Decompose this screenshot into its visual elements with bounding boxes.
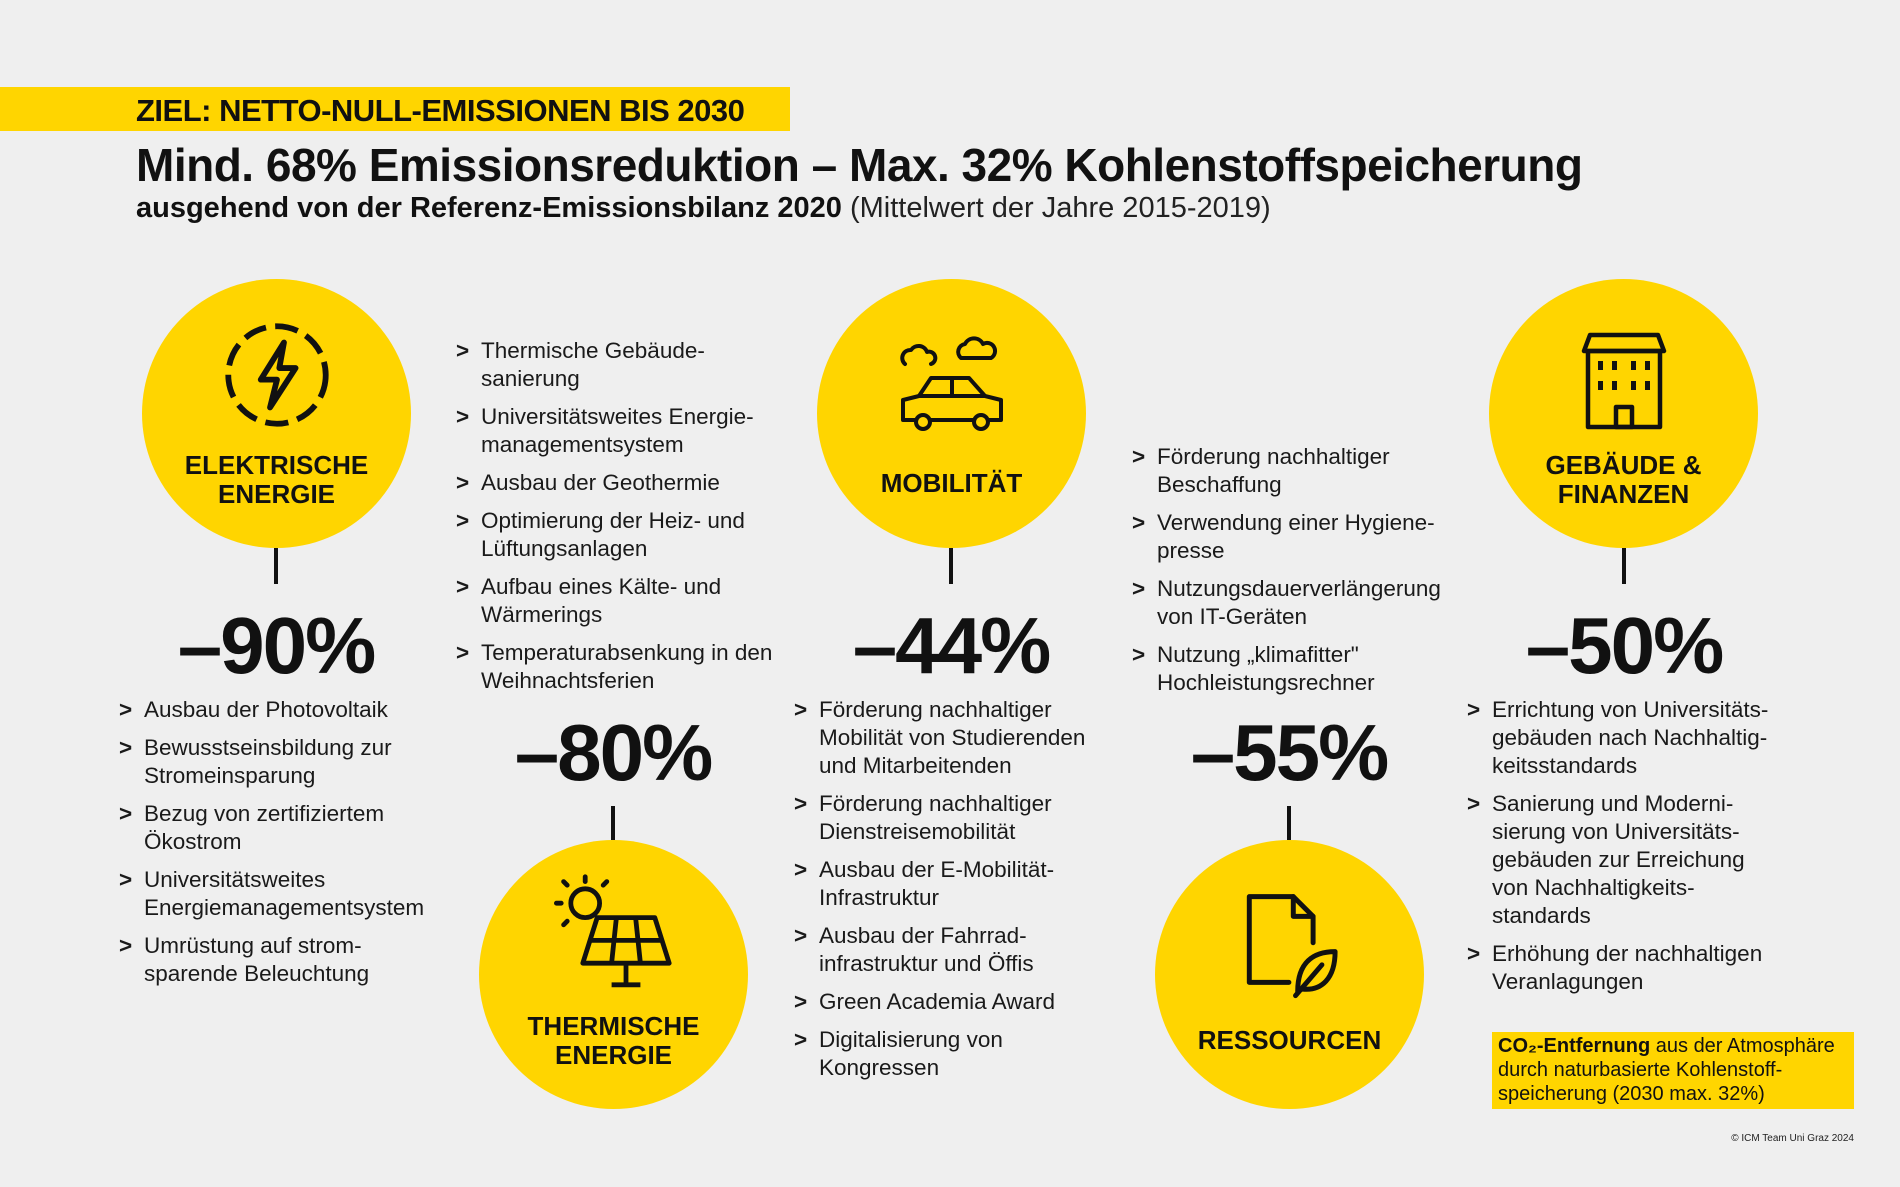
- list-item: > Ausbau der Photovoltaik: [119, 697, 388, 722]
- list-item: > Aufbau eines Kälte- und Wärmerings: [456, 574, 722, 627]
- measures-list: > Förderung nachhaltiger Beschaffung > Ver…: [1132, 443, 1462, 707]
- list-item: > Förderung nachhaltiger Dienstreisemobil…: [794, 791, 1052, 844]
- list-item: > Universitätsweites Energie-managementsy…: [456, 404, 754, 457]
- sector-label: THERMISCHE ENERGIE: [527, 1011, 700, 1070]
- document-leaf-icon: [1246, 894, 1338, 999]
- connector-line: [611, 806, 615, 840]
- sector-circle-mobilitaet: MOBILITÄT: [817, 279, 1086, 548]
- connector-line: [1287, 806, 1291, 840]
- reduction-percent: –50%: [1525, 601, 1725, 690]
- list-item: > Temperaturabsenkung in den Weihnachtsfe…: [456, 640, 773, 693]
- goal-banner: ZIEL: NETTO-NULL-EMISSIONEN BIS 2030: [0, 87, 790, 131]
- list-item: > Förderung nachhaltiger Beschaffung: [1132, 444, 1390, 497]
- reduction-percent: –55%: [1190, 708, 1390, 797]
- list-item: > Digitalisierung von Kongressen: [794, 1027, 1003, 1080]
- list-item: > Sanierung und Moderni-sierung von Unive…: [1467, 791, 1745, 928]
- reduction-percent: –90%: [177, 601, 377, 690]
- measures-list: > Förderung nachhaltiger Mobilität von St…: [794, 696, 1114, 1092]
- co2-removal-note: CO₂-Entfernung aus der Atmosphäre durch …: [1492, 1032, 1854, 1109]
- measures-list: > Errichtung von Universitäts-gebäuden na…: [1467, 696, 1787, 1006]
- connector-line: [949, 548, 953, 584]
- sector-circle-gebaeude-finanzen: GEBÄUDE & FINANZEN: [1489, 279, 1758, 548]
- sector-label: ELEKTRISCHE ENERGIE: [184, 450, 369, 509]
- subtitle-note: (Mittelwert der Jahre 2015-2019): [849, 192, 1271, 224]
- sector-circle-ressourcen: RESSOURCEN: [1155, 840, 1424, 1109]
- list-item: > Bezug von zertifiziertem Ökostrom: [119, 801, 385, 854]
- list-item: > Ausbau der Geothermie: [456, 470, 720, 495]
- list-item: > Erhöhung der nachhaltigen Veranlagungen: [1467, 941, 1763, 994]
- list-item: > Ausbau der Fahrrad-infrastruktur und Öf…: [794, 923, 1034, 976]
- copyright: © ICM Team Uni Graz 2024: [1731, 1133, 1854, 1144]
- reduction-percent: –80%: [514, 708, 714, 797]
- solar-panel-icon: [553, 874, 672, 988]
- connector-line: [1622, 548, 1626, 584]
- list-item: > Optimierung der Heiz- und Lüftungsanlag…: [456, 508, 745, 561]
- list-item: > Errichtung von Universitäts-gebäuden na…: [1467, 697, 1769, 778]
- sector-circle-elektrische-energie: ELEKTRISCHE ENERGIE: [142, 279, 411, 548]
- lightning-bolt-icon: [224, 323, 329, 427]
- list-item: > Verwendung einer Hygiene-presse: [1132, 510, 1435, 563]
- connector-line: [274, 548, 278, 584]
- list-item: > Nutzung „klimafitter" Hochleistungsrech…: [1132, 642, 1375, 695]
- sector-label: GEBÄUDE & FINANZEN: [1545, 450, 1702, 509]
- list-item: > Bewusstseinsbildung zur Stromeinsparung: [119, 735, 392, 788]
- list-item: > Förderung nachhaltiger Mobilität von St…: [794, 697, 1086, 778]
- subtitle-bold: ausgehend von der Referenz-Emissionsbila…: [136, 192, 842, 224]
- goal-banner-text: ZIEL: NETTO-NULL-EMISSIONEN BIS 2030: [136, 93, 745, 128]
- list-item: > Thermische Gebäude-sanierung: [456, 338, 705, 391]
- list-item: > Umrüstung auf strom-sparende Beleuchtun…: [119, 933, 370, 986]
- reduction-percent: –44%: [852, 601, 1052, 690]
- list-item: > Ausbau der E-Mobilität-Infrastruktur: [794, 857, 1055, 910]
- page-subtitle: ausgehend von der Referenz-Emissionsbila…: [136, 192, 1271, 225]
- sector-label: RESSOURCEN: [1197, 1025, 1382, 1055]
- car-icon: [899, 336, 1003, 431]
- list-item: > Universitätsweites Energiemanagementsys…: [119, 867, 425, 920]
- list-item: > Green Academia Award: [794, 989, 1055, 1014]
- sector-label: MOBILITÄT: [880, 468, 1023, 498]
- page-title: Mind. 68% Emissionsreduktion – Max. 32% …: [136, 139, 1583, 191]
- list-item: > Nutzungsdauerverlängerung von IT-Geräte…: [1132, 576, 1441, 629]
- sector-circle-thermische-energie: THERMISCHE ENERGIE: [479, 840, 748, 1109]
- building-icon: [1581, 332, 1666, 430]
- measures-list: > Thermische Gebäude-sanierung > Universit…: [456, 337, 776, 705]
- measures-list: > Ausbau der Photovoltaik > Bewusstseinsbi…: [119, 696, 439, 998]
